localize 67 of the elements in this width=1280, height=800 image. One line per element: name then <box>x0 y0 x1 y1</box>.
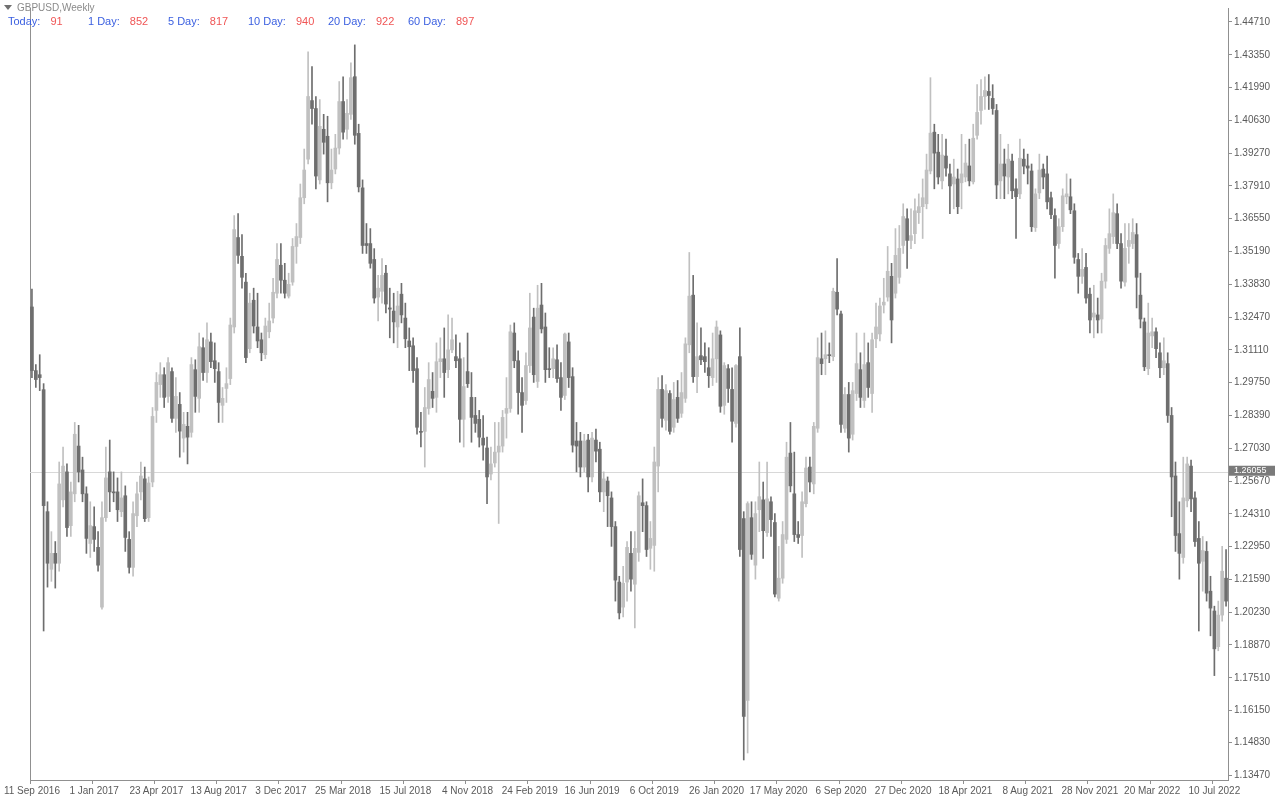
x-tick-label: 16 Jun 2019 <box>564 784 620 796</box>
x-tick-label: 18 Apr 2021 <box>938 784 993 796</box>
ref-line-label: 1.26055 <box>1234 465 1267 476</box>
annotation: 922 <box>375 15 395 27</box>
annotation: 1 Day: <box>88 15 120 27</box>
y-tick-label: 1.37910 <box>1234 179 1271 191</box>
y-tick-label: 1.18870 <box>1234 638 1271 650</box>
y-tick-label: 1.29750 <box>1234 376 1271 388</box>
chart-title: GBPUSD,Weekly <box>17 2 95 13</box>
x-tick-label: 6 Sep 2020 <box>815 784 867 796</box>
y-tick-label: 1.39270 <box>1234 146 1271 158</box>
y-tick-label: 1.20230 <box>1234 605 1271 617</box>
annotation: 91 <box>50 15 63 27</box>
candlestick <box>1200 536 1205 592</box>
candlestick <box>951 158 956 210</box>
x-tick-label: 3 Dec 2017 <box>255 784 307 796</box>
x-tick-label: 15 Jul 2018 <box>379 784 432 796</box>
candlestick <box>1080 248 1084 284</box>
annotation: 20 Day: <box>328 15 366 27</box>
x-tick-label: 4 Nov 2018 <box>442 784 494 796</box>
x-tick-label: 8 Aug 2021 <box>1002 784 1054 796</box>
y-tick-label: 1.27030 <box>1234 442 1271 453</box>
annotation: 5 Day: <box>168 15 200 27</box>
y-tick-label: 1.35190 <box>1234 245 1271 257</box>
y-tick-label: 1.21590 <box>1234 573 1271 585</box>
y-tick-label: 1.28390 <box>1234 409 1271 421</box>
annotation: 10 Day: <box>248 15 286 27</box>
annotation: Today: <box>8 15 41 27</box>
x-tick-label: 1 Jan 2017 <box>69 784 120 796</box>
candlestick <box>1095 297 1100 334</box>
x-tick-label: 26 Jan 2020 <box>688 784 745 796</box>
x-tick-label: 27 Dec 2020 <box>874 784 933 796</box>
y-tick-label: 1.32470 <box>1234 310 1271 322</box>
x-tick-label: 24 Feb 2019 <box>501 784 559 796</box>
y-tick-label: 1.40630 <box>1234 114 1271 126</box>
y-tick-label: 1.17510 <box>1234 671 1271 683</box>
x-tick-label: 13 Aug 2017 <box>190 784 248 796</box>
y-tick-label: 1.33830 <box>1234 278 1271 290</box>
candlestick <box>827 342 832 363</box>
annotation: 852 <box>129 15 149 27</box>
y-tick-label: 1.16150 <box>1234 704 1271 716</box>
annotation: 60 Day: <box>408 15 446 27</box>
y-tick-label: 1.41990 <box>1234 81 1271 93</box>
candlestick <box>391 292 396 344</box>
y-tick-label: 1.24310 <box>1234 507 1271 519</box>
y-tick-label: 1.13470 <box>1234 768 1271 780</box>
x-tick-label: 11 Sep 2016 <box>3 784 61 796</box>
x-tick-label: 10 Jul 2022 <box>1188 784 1241 796</box>
x-tick-label: 25 Mar 2018 <box>315 784 372 796</box>
annotation: 817 <box>209 15 229 27</box>
x-tick-label: 6 Oct 2019 <box>629 784 680 796</box>
candlestick <box>442 327 447 398</box>
annotation: 897 <box>455 15 475 27</box>
y-tick-label: 1.36550 <box>1234 212 1271 224</box>
x-tick-label: 23 Apr 2017 <box>129 784 184 796</box>
candlestick <box>53 541 58 589</box>
x-tick-label: 20 Mar 2022 <box>1124 784 1181 796</box>
x-tick-label: 28 Nov 2021 <box>1061 784 1119 796</box>
y-tick-label: 1.14830 <box>1234 736 1271 748</box>
y-tick-label: 1.43350 <box>1234 48 1271 60</box>
y-tick-label: 1.22950 <box>1234 540 1271 552</box>
y-tick-label: 1.25670 <box>1234 474 1271 486</box>
y-tick-label: 1.31110 <box>1234 343 1270 355</box>
x-tick-label: 17 May 2020 <box>749 784 809 796</box>
y-tick-label: 1.44710 <box>1234 15 1271 27</box>
annotation: 940 <box>295 15 315 27</box>
candlestick <box>706 347 711 388</box>
